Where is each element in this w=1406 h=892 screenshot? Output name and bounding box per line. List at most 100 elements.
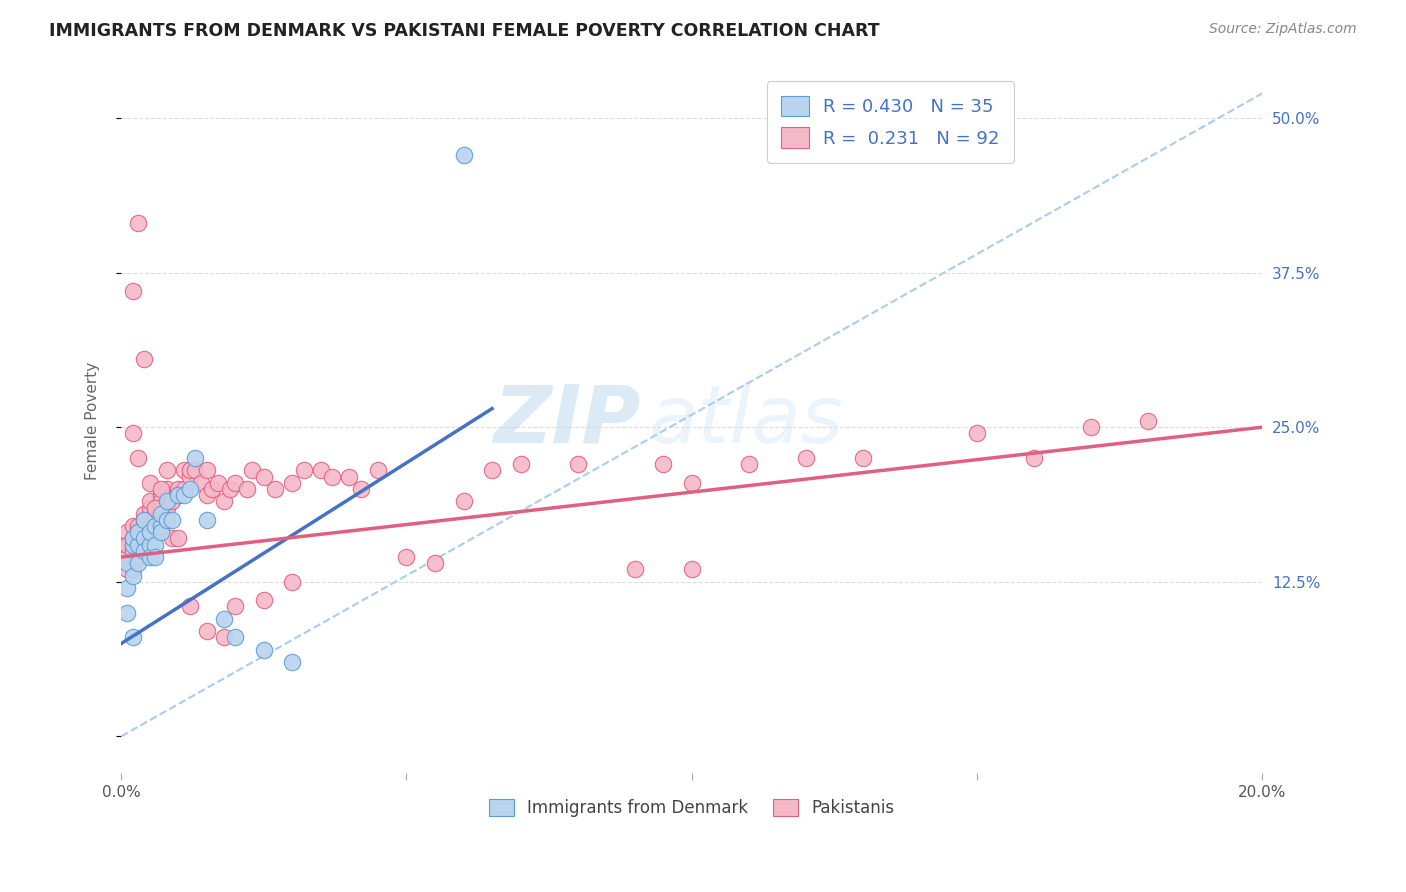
Point [423,556,446,570]
Point [179,469,201,483]
Point [623,562,645,576]
Point [121,562,143,576]
Point [127,525,149,540]
Text: IMMIGRANTS FROM DENMARK VS PAKISTANI FEMALE POVERTY CORRELATION CHART: IMMIGRANTS FROM DENMARK VS PAKISTANI FEM… [49,22,880,40]
Point [1137,414,1160,428]
Point [115,581,138,595]
Point [121,284,143,298]
Point [162,488,184,502]
Point [167,482,190,496]
Point [132,352,155,367]
Point [309,463,332,477]
Point [966,426,988,441]
Point [127,549,149,564]
Point [138,549,160,564]
Point [173,482,195,496]
Point [179,463,201,477]
Point [115,538,138,552]
Point [156,482,179,496]
Point [138,475,160,490]
Point [292,463,315,477]
Point [242,463,264,477]
Point [264,482,287,496]
Point [132,525,155,540]
Point [184,451,207,466]
Point [121,568,143,582]
Y-axis label: Female Poverty: Female Poverty [86,362,100,480]
Point [179,599,201,614]
Point [509,457,531,471]
Point [121,532,143,546]
Point [127,556,149,570]
Point [253,642,276,657]
Point [138,494,160,508]
Point [794,451,817,466]
Point [321,469,343,483]
Point [150,507,173,521]
Point [115,538,138,552]
Point [127,525,149,540]
Point [132,532,155,546]
Point [121,631,143,645]
Point [121,544,143,558]
Point [127,216,149,230]
Point [127,538,149,552]
Point [395,549,418,564]
Point [150,519,173,533]
Point [150,488,173,502]
Point [121,519,143,533]
Point [218,482,240,496]
Point [281,475,304,490]
Point [195,463,218,477]
Point [132,513,155,527]
Point [212,631,235,645]
Point [127,451,149,466]
Point [481,463,503,477]
Point [167,488,190,502]
Text: Source: ZipAtlas.com: Source: ZipAtlas.com [1209,22,1357,37]
Point [1080,420,1102,434]
Point [681,562,703,576]
Point [115,525,138,540]
Point [127,519,149,533]
Point [224,599,246,614]
Point [190,475,212,490]
Point [145,500,167,515]
Point [127,525,149,540]
Point [195,624,218,639]
Point [281,655,304,669]
Point [567,457,589,471]
Point [150,494,173,508]
Text: ZIP: ZIP [494,382,641,460]
Point [156,500,179,515]
Point [138,538,160,552]
Point [253,593,276,607]
Point [150,525,173,540]
Point [212,494,235,508]
Point [145,525,167,540]
Point [224,631,246,645]
Point [132,507,155,521]
Point [350,482,373,496]
Point [150,482,173,496]
Point [167,532,190,546]
Point [681,475,703,490]
Point [253,469,276,483]
Point [167,488,190,502]
Point [224,475,246,490]
Point [156,513,179,527]
Point [339,469,361,483]
Point [281,574,304,589]
Point [173,463,195,477]
Point [145,507,167,521]
Point [367,463,389,477]
Point [162,532,184,546]
Point [162,494,184,508]
Point [132,513,155,527]
Point [179,482,201,496]
Point [145,538,167,552]
Point [145,549,167,564]
Point [132,544,155,558]
Point [150,500,173,515]
Point [195,488,218,502]
